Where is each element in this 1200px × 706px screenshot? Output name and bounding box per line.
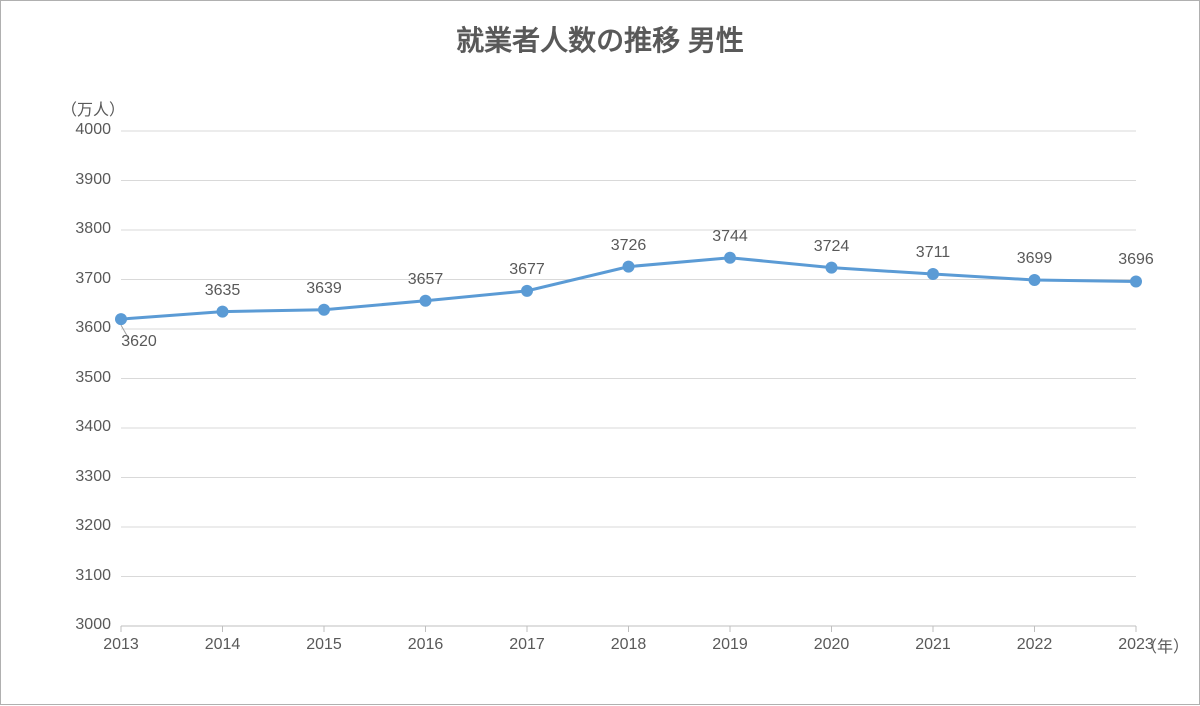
data-point-label: 3744 [712, 228, 748, 246]
y-tick-label: 3800 [51, 220, 111, 238]
data-point-label: 3657 [408, 271, 444, 289]
y-tick-label: 3200 [51, 517, 111, 535]
data-point-label: 3696 [1118, 251, 1154, 269]
y-tick-label: 3600 [51, 319, 111, 337]
y-tick-label: 3400 [51, 418, 111, 436]
data-point-label: 3677 [509, 261, 545, 279]
data-point-label: 3711 [916, 244, 950, 262]
y-tick-label: 3500 [51, 369, 111, 387]
y-tick-label: 3100 [51, 567, 111, 585]
x-tick-label: 2020 [814, 636, 850, 654]
data-point-label: 3639 [306, 280, 342, 298]
y-tick-label: 3700 [51, 270, 111, 288]
x-tick-label: 2016 [408, 636, 444, 654]
x-tick-label: 2023 [1118, 636, 1154, 654]
data-point-label: 3635 [205, 282, 241, 300]
x-tick-label: 2014 [205, 636, 241, 654]
x-tick-label: 2019 [712, 636, 748, 654]
data-point-label: 3699 [1017, 250, 1053, 268]
x-tick-label: 2017 [509, 636, 545, 654]
x-tick-label: 2013 [103, 636, 139, 654]
y-tick-label: 3900 [51, 171, 111, 189]
chart-container: 就業者人数の推移 男性 （万人） （年） 3000310032003300340… [0, 0, 1200, 705]
x-tick-label: 2018 [611, 636, 647, 654]
y-tick-label: 4000 [51, 121, 111, 139]
x-tick-label: 2021 [915, 636, 951, 654]
data-point-label: 3726 [611, 237, 647, 255]
chart-plot-svg [1, 1, 1200, 706]
y-tick-label: 3300 [51, 468, 111, 486]
x-tick-label: 2022 [1017, 636, 1053, 654]
data-point-label: 3724 [814, 238, 850, 256]
data-point-label: 3620 [121, 333, 157, 351]
x-tick-label: 2015 [306, 636, 342, 654]
y-tick-label: 3000 [51, 616, 111, 634]
